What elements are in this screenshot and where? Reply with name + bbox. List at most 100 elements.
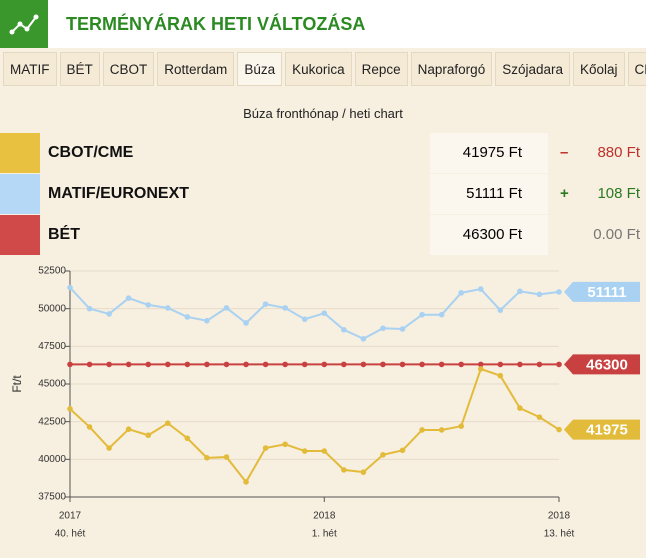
data-point (341, 467, 347, 473)
x-tick-year: 2018 (313, 511, 336, 522)
tab[interactable]: BÉT (59, 52, 100, 86)
data-point (458, 361, 465, 368)
data-point (67, 284, 73, 291)
end-label: 41975 (586, 422, 628, 439)
tab[interactable]: Búza (237, 52, 283, 86)
change: 108 Ft (597, 185, 640, 202)
data-point (243, 479, 249, 485)
data-point (321, 361, 328, 368)
data-point (380, 325, 386, 332)
data-point (262, 361, 269, 368)
data-point (204, 361, 210, 368)
tab-bar: MATIF BÉT CBOT Rotterdam Búza Kukorica Repce Na… (3, 52, 646, 86)
data-point (86, 424, 93, 430)
data-point (341, 361, 347, 368)
data-point (438, 427, 445, 433)
data-point (86, 361, 93, 368)
data-point (438, 361, 445, 368)
data-point (145, 361, 152, 368)
tab[interactable]: MATIF (3, 52, 57, 86)
y-tick-label: 50000 (38, 303, 66, 314)
tab[interactable]: Kukorica (285, 52, 352, 86)
data-point (380, 452, 386, 458)
y-tick-label: 42500 (38, 416, 66, 427)
data-point (399, 326, 406, 332)
tab[interactable]: Napraforgó (410, 52, 493, 86)
data-point (497, 307, 504, 313)
data-point (86, 305, 93, 312)
x-tick-label: 1. hét (312, 529, 337, 540)
data-point (321, 448, 328, 454)
data-point (262, 301, 269, 307)
data-point (125, 426, 132, 432)
data-point (360, 469, 367, 475)
x-tick-year: 2017 (59, 511, 82, 522)
price: 46300 Ft (430, 215, 548, 255)
data-point (301, 316, 308, 323)
series-line (69, 286, 560, 340)
data-point (125, 361, 132, 368)
data-point (517, 288, 523, 295)
series-line (69, 367, 560, 484)
data-point (106, 311, 112, 317)
data-point (380, 361, 386, 368)
end-label: 51111 (587, 284, 626, 301)
change-sign: + (560, 185, 569, 202)
tab[interactable]: Repce (354, 52, 408, 86)
data-point (419, 427, 425, 433)
change: 0.00 Ft (593, 226, 640, 243)
data-point (556, 361, 562, 368)
data-point (497, 372, 504, 379)
x-tick-year: 2018 (548, 511, 571, 522)
commodity-name: CBOT/CME (48, 144, 134, 161)
data-point (125, 295, 132, 301)
page-title: TERMÉNYÁRAK HETI VÁLTOZÁSA (66, 14, 366, 34)
table-row: CBOT/CME 41975 Ft – 880 Ft (0, 133, 646, 173)
data-point (419, 311, 425, 318)
price: 51111 Ft (430, 174, 548, 214)
data-point (341, 326, 347, 333)
y-tick-label: 52500 (38, 266, 66, 277)
data-point (145, 302, 152, 308)
data-point (497, 361, 504, 368)
data-point (517, 361, 523, 368)
tab[interactable]: Kőolaj (573, 52, 625, 86)
data-point (204, 317, 210, 324)
commodity-name: BÉT (48, 226, 80, 243)
data-point (556, 289, 562, 295)
data-point (262, 445, 269, 451)
data-point (67, 361, 73, 368)
tab[interactable]: Rotterdam (157, 52, 235, 86)
data-point (106, 445, 112, 451)
y-tick-label: 45000 (38, 379, 66, 390)
data-point (438, 311, 445, 318)
data-point (223, 361, 230, 368)
y-axis-label: Ft/t (10, 375, 24, 393)
data-point (282, 441, 288, 448)
tab[interactable]: CRB (627, 52, 646, 86)
data-point (301, 448, 308, 454)
y-tick-label: 37500 (38, 492, 66, 503)
tab[interactable]: Szójadara (495, 52, 570, 86)
data-point (536, 414, 543, 420)
data-point (165, 305, 171, 311)
data-point (243, 320, 249, 326)
tab[interactable]: CBOT (102, 52, 155, 86)
data-point (536, 361, 543, 368)
data-point (517, 405, 523, 411)
data-point (184, 314, 191, 320)
change-sign: – (560, 144, 569, 161)
data-point (223, 454, 230, 460)
x-tick-label: 40. hét (55, 529, 86, 540)
table-row: MATIF/EURONEXT 51111 Ft +108 Ft (0, 174, 646, 214)
y-tick-label: 47500 (38, 341, 66, 352)
data-point (477, 366, 484, 372)
data-point (106, 361, 112, 368)
data-point (243, 361, 249, 368)
change: 880 Ft (597, 144, 640, 161)
data-point (165, 361, 171, 368)
data-point (419, 361, 425, 368)
data-point (282, 361, 288, 368)
end-badge (564, 419, 640, 440)
